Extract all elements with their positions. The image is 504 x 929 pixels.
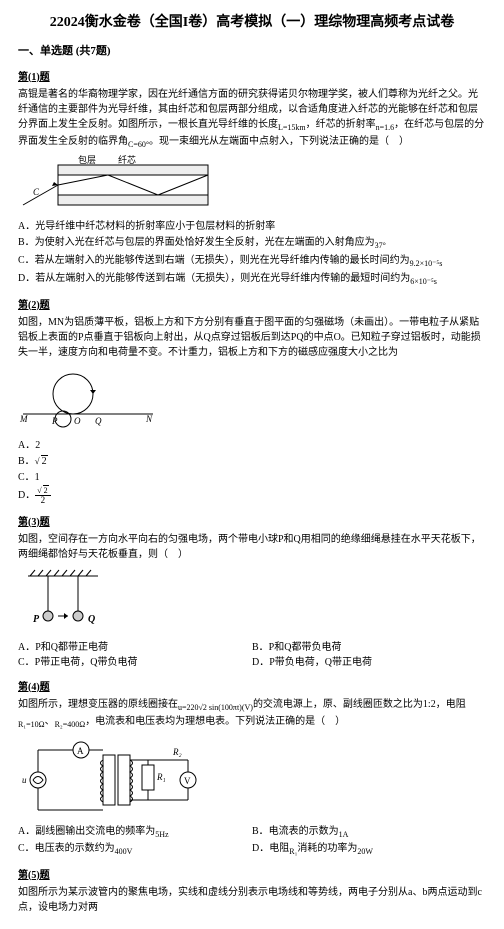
q4-V: V (184, 776, 191, 786)
q1-optB: B．为使射入光在纤芯与包层的界面处恰好发生全反射，光在左端面的入射角应为37° (18, 235, 486, 252)
q1-fig-xin: 纤芯 (118, 155, 136, 165)
q4-optA: A．副线圈输出交流电的频率为5Hz (18, 824, 252, 841)
q2-O: O (74, 416, 81, 426)
q3-Q: Q (88, 614, 95, 625)
q2-optA: A．2 (18, 438, 486, 453)
q3-optB: B．P和Q都带负电荷 (252, 640, 486, 655)
q2-optB: B．√2 (18, 454, 486, 469)
q1-optD-val: 6×10⁻⁵s (410, 277, 437, 286)
q4-s2: 的交流电源上，原、副线圈匝数之比为1:2，电阻 (253, 699, 466, 710)
q4-optB-v: 1A (339, 830, 349, 839)
q4-optA-t: A．副线圈输出交流电的频率为 (18, 826, 155, 837)
q3-optC: C．P带正电荷，Q带负电荷 (18, 655, 252, 670)
q1-s1d: 。现一束细光从左端面中点射入，下列说法正确的是（ ） (149, 136, 409, 147)
q3-P: P (33, 614, 40, 625)
q1-len: L=15km (278, 123, 306, 132)
doc-title: 22024衡水金卷（全国I卷）高考模拟（一）理综物理高频考点试卷 (18, 12, 486, 33)
q4-optC-t: C．电压表的示数约为 (18, 843, 115, 854)
section-header: 一、单选题 (共7题) (18, 43, 486, 60)
q4-optB-t: B．电流表的示数为 (252, 826, 339, 837)
q1-n: n=1.6 (376, 123, 395, 132)
q5-stem: 如图所示为某示波管内的聚焦电场，实线和虚线分别表示电场线和等势线，两电子分别从a… (18, 885, 486, 915)
q4-stem: 如图所示，理想变压器的原线圈接在u=220√2 sin(100πt)(V)的交流… (18, 697, 486, 731)
q2-optD: D．√22 (18, 486, 486, 505)
q4-figure: A R₁ V R₂ u (18, 735, 198, 820)
q2-M: M (19, 414, 28, 424)
q1-optC-txt: C．若从左端射入的光能够传送到右端（无损失），则光在光导纤维内传输的最长时间约为 (18, 255, 410, 266)
q2-label: 第(2)题 (18, 298, 486, 313)
q4-options: A．副线圈输出交流电的频率为5Hz B．电流表的示数为1A C．电压表的示数约为… (18, 824, 486, 858)
q1-optD: D．若从左端射入的光能够传送到右端（无损失），则光在光导纤维内传输的最短时间约为… (18, 271, 486, 288)
q4-u: u (22, 775, 27, 785)
q1-s1b: ，纤芯的折射率 (306, 119, 376, 130)
q4-optD-t2: 消耗的功率为 (297, 843, 357, 854)
q3-optD: D．P带负电荷，Q带正电荷 (252, 655, 486, 670)
q1-figure: 包层 纤芯 C (18, 155, 218, 215)
q1-optC-val: 9.2×10⁻⁵s (410, 259, 443, 268)
q1-optD-txt: D．若从左端射入的光能够传送到右端（无损失），则光在光导纤维内传输的最短时间约为 (18, 273, 410, 284)
q2-N: N (145, 414, 153, 424)
q3-stem: 如图，空间存在一方向水平向右的匀强电场，两个带电小球P和Q用相同的绝缘细绳悬挂在… (18, 532, 486, 562)
q4-optB: B．电流表的示数为1A (252, 824, 486, 841)
q5-label: 第(5)题 (18, 868, 486, 883)
q4-s2b: 、 (45, 716, 55, 727)
q1-crit: C=60° (128, 140, 149, 149)
q4-optA-v: 5Hz (155, 830, 168, 839)
q4-R2label: R₂ (172, 747, 182, 757)
q4-s1: 如图所示，理想变压器的原线圈接在 (18, 699, 178, 710)
q4-optC-v: 400V (115, 847, 133, 856)
q2-figure: M P O N Q (18, 364, 158, 434)
q1-label: 第(1)题 (18, 70, 486, 85)
q4-optC: C．电压表的示数约为400V (18, 841, 252, 858)
q4-R1label: R₁ (156, 772, 166, 782)
q2-stem: 如图，MN为铝质薄平板，铝板上方和下方分别有垂直于图平面的匀强磁场（未画出）。一… (18, 315, 486, 360)
q4-r1: R₁=10Ω (18, 720, 45, 729)
q1-optB-val: 37° (375, 241, 386, 250)
q3-options: A．P和Q都带正电荷 B．P和Q都带负电荷 C．P带正电荷，Q带负电荷 D．P带… (18, 640, 486, 670)
q3-optA: A．P和Q都带正电荷 (18, 640, 252, 655)
q3-figure: P Q (18, 566, 118, 636)
q4-ueq: u=220√2 sin(100πt)(V) (178, 703, 253, 712)
q2-P: P (51, 416, 58, 426)
q4-label: 第(4)题 (18, 680, 486, 695)
q1-optC: C．若从左端射入的光能够传送到右端（无损失），则光在光导纤维内传输的最长时间约为… (18, 253, 486, 270)
q4-s3: ，电流表和电压表均为理想电表。下列说法正确的是（ ） (85, 716, 345, 727)
q4-optD-v: 20W (357, 847, 373, 856)
q2-optC: C．1 (18, 470, 486, 485)
q4-optD: D．电阻R₁消耗的功率为20W (252, 841, 486, 858)
q4-r2: R₂=400Ω (55, 720, 86, 729)
q1-fig-bao: 包层 (78, 155, 96, 165)
q1-optA: A．光导纤维中纤芯材料的折射率应小于包层材料的折射率 (18, 219, 486, 234)
q4-optD-t1: D．电阻 (252, 843, 289, 854)
q2-options: A．2 B．√2 C．1 D．√22 (18, 438, 486, 505)
svg-text:C: C (33, 187, 40, 197)
q2-Q: Q (95, 416, 102, 426)
q1-stem: 高锟是著名的华裔物理学家，因在光纤通信方面的研究获得诺贝尔物理学奖，被人们尊称为… (18, 87, 486, 151)
q1-optB-txt: B．为使射入光在纤芯与包层的界面处恰好发生全反射，光在左端面的入射角应为 (18, 237, 375, 248)
q4-A: A (77, 746, 84, 756)
q4-optD-r: R₁ (289, 847, 297, 856)
q3-label: 第(3)题 (18, 515, 486, 530)
q1-options: A．光导纤维中纤芯材料的折射率应小于包层材料的折射率 B．为使射入光在纤芯与包层… (18, 219, 486, 288)
